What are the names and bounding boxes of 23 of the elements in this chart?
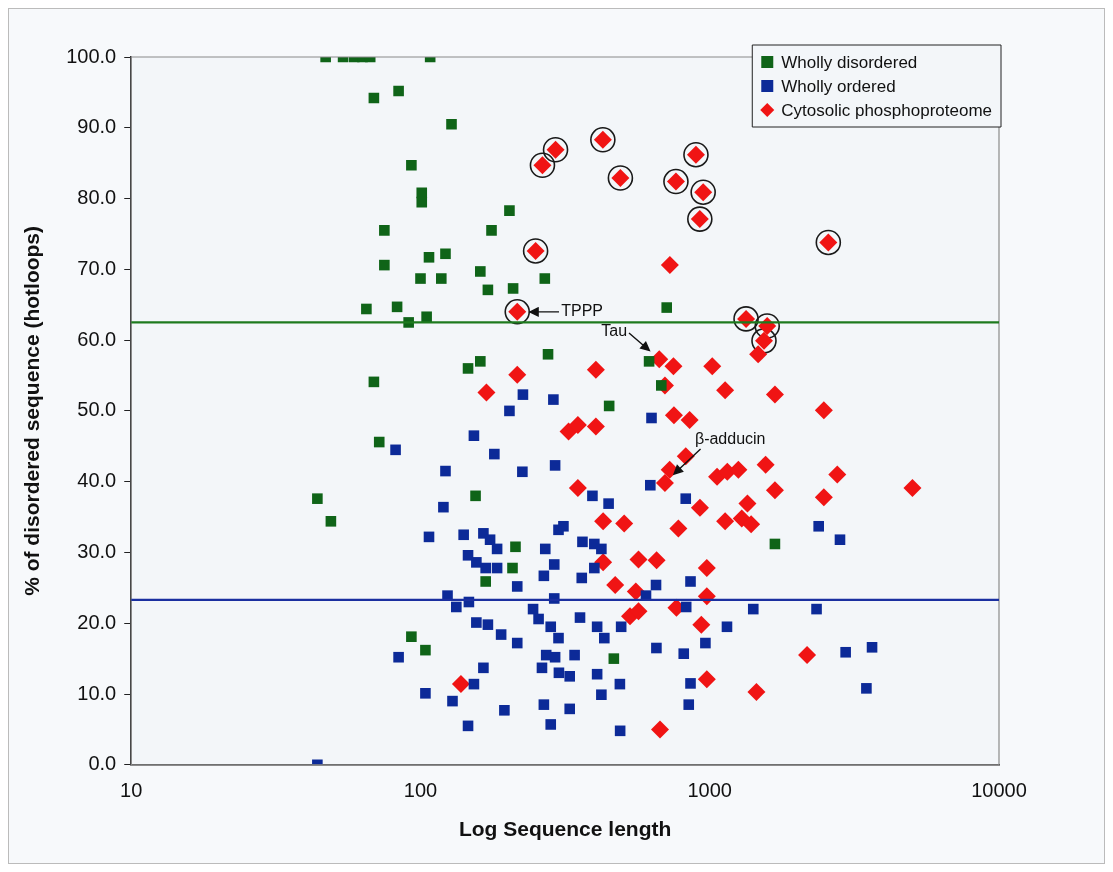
y-tick-label: 20.0 [77, 610, 117, 633]
y-tick-label: 80.0 [77, 186, 117, 209]
y-tick-label: 70.0 [77, 256, 117, 279]
y-axis-title: % of disordered sequence (hotloops) [20, 225, 44, 596]
y-tick-label: 50.0 [77, 398, 117, 421]
x-tick-label: 1000 [687, 779, 732, 802]
x-tick-label: 100 [403, 779, 438, 802]
annotation: β-adducin [694, 429, 766, 447]
y-tick-label: 10.0 [77, 681, 117, 704]
x-tick-label: 10 [120, 779, 143, 802]
legend-label: Cytosolic phosphoproteome [781, 100, 992, 120]
annotation: TPPP [561, 302, 604, 320]
annotation: Tau [601, 321, 628, 339]
y-tick-label: 100.0 [66, 44, 117, 67]
y-tick-label: 0.0 [88, 752, 117, 775]
legend-label: Wholly ordered [781, 76, 896, 96]
x-tick-label: 10000 [971, 779, 1027, 802]
x-axis-title: Log Sequence length [458, 817, 672, 841]
y-tick-label: 90.0 [77, 115, 117, 138]
y-tick-label: 30.0 [77, 539, 117, 562]
y-tick-label: 40.0 [77, 469, 117, 492]
y-tick-label: 60.0 [77, 327, 117, 350]
legend-label: Wholly disordered [781, 52, 918, 72]
